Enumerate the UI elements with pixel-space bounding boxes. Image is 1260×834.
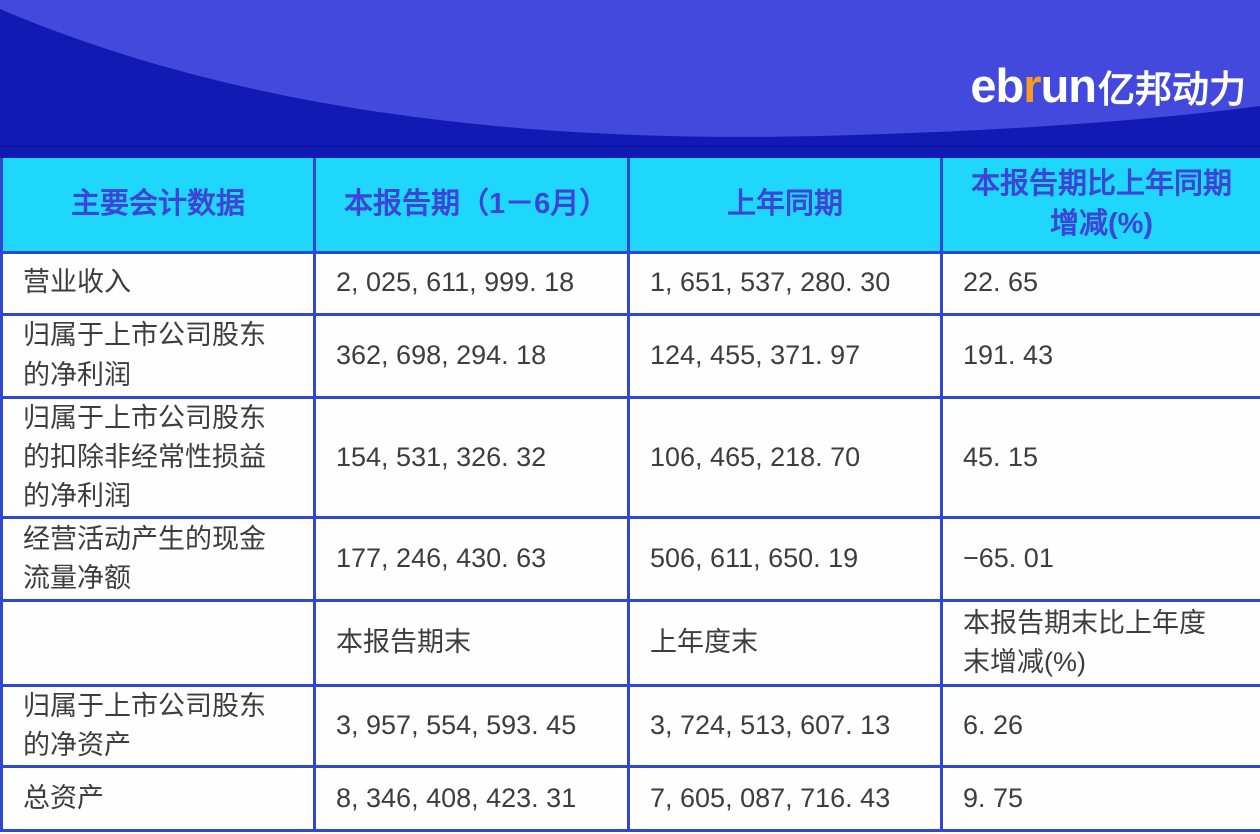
cell-value: 106, 465, 218. 70: [627, 395, 943, 519]
brand-banner: ebrun亿邦动力: [0, 0, 1260, 158]
cell-value: 8, 346, 408, 423. 31: [313, 765, 630, 833]
cell-value: 22. 65: [940, 250, 1260, 316]
table-row: 归属于上市公司股东的净利润 362, 698, 294. 18 124, 455…: [0, 312, 1260, 399]
header-cell-main-accounting-data: 主要会计数据: [0, 158, 316, 254]
table-row: 归属于上市公司股东的扣除非经常性损益的净利润 154, 531, 326. 32…: [0, 395, 1260, 519]
banner-divider-line: [0, 145, 1260, 147]
cell-value: 3, 957, 554, 593. 45: [313, 683, 630, 769]
logo-latin-accent: r: [1023, 59, 1041, 112]
cell-value: 362, 698, 294. 18: [313, 312, 630, 399]
row-label: 经营活动产生的现金流量净额: [0, 515, 316, 602]
table-row: 经营活动产生的现金流量净额 177, 246, 430. 63 506, 611…: [0, 515, 1260, 602]
cell-value: −65. 01: [940, 515, 1260, 602]
logo-latin-part1: eb: [970, 59, 1024, 112]
row-label: 归属于上市公司股东的扣除非经常性损益的净利润: [0, 395, 316, 519]
cell-value: 1, 651, 537, 280. 30: [627, 250, 943, 316]
cell-value: 7, 605, 087, 716. 43: [627, 765, 943, 833]
cell-value: 177, 246, 430. 63: [313, 515, 630, 602]
cell-value: 506, 611, 650. 19: [627, 515, 943, 602]
subheader-current-period-end: 本报告期末: [313, 598, 630, 687]
cell-value: 124, 455, 371. 97: [627, 312, 943, 399]
table-row: 归属于上市公司股东的净资产 3, 957, 554, 593. 45 3, 72…: [0, 683, 1260, 769]
cell-value: 2, 025, 611, 999. 18: [313, 250, 630, 316]
cell-value: 6. 26: [940, 683, 1260, 769]
header-cell-prior-period: 上年同期: [627, 158, 943, 254]
header-cell-current-period: 本报告期（1－6月）: [313, 158, 630, 254]
banner-curve-shape: [0, 0, 1260, 137]
table-row: 营业收入 2, 025, 611, 999. 18 1, 651, 537, 2…: [0, 250, 1260, 316]
cell-value: 45. 15: [940, 395, 1260, 519]
cell-value: 154, 531, 326. 32: [313, 395, 630, 519]
row-label: 总资产: [0, 765, 316, 833]
cell-value: 9. 75: [940, 765, 1260, 833]
table-subheader-row: 本报告期末 上年度末 本报告期末比上年度末增减(%): [0, 598, 1260, 687]
ebrun-logo: ebrun亿邦动力: [970, 58, 1246, 113]
row-label: 归属于上市公司股东的净利润: [0, 312, 316, 399]
logo-latin-part2: un: [1040, 59, 1097, 112]
subheader-period-end-change: 本报告期末比上年度末增减(%): [940, 598, 1260, 687]
financial-data-table: 主要会计数据 本报告期（1－6月） 上年同期 本报告期比上年同期增减(%) 营业…: [0, 158, 1260, 833]
header-cell-period-change: 本报告期比上年同期增减(%): [940, 158, 1260, 254]
row-label: 营业收入: [0, 250, 316, 316]
subheader-prior-year-end: 上年度末: [627, 598, 943, 687]
row-label: 归属于上市公司股东的净资产: [0, 683, 316, 769]
table-header-row: 主要会计数据 本报告期（1－6月） 上年同期 本报告期比上年同期增减(%): [0, 158, 1260, 254]
row-label-empty: [0, 598, 316, 687]
logo-chinese-name: 亿邦动力: [1098, 69, 1246, 110]
table-row: 总资产 8, 346, 408, 423. 31 7, 605, 087, 71…: [0, 765, 1260, 833]
cell-value: 191. 43: [940, 312, 1260, 399]
cell-value: 3, 724, 513, 607. 13: [627, 683, 943, 769]
